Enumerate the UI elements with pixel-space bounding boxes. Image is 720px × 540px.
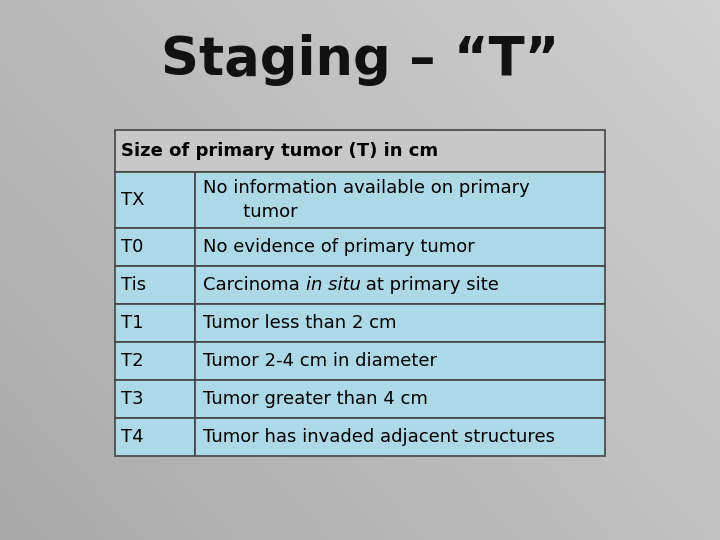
Text: TX: TX — [121, 191, 145, 209]
Bar — [195, 172, 605, 228]
Text: Size of primary tumor (T) in cm: Size of primary tumor (T) in cm — [121, 142, 438, 160]
Text: at primary site: at primary site — [361, 276, 499, 294]
Text: Tumor has invaded adjacent structures: Tumor has invaded adjacent structures — [203, 428, 555, 446]
Text: Staging – “T”: Staging – “T” — [161, 34, 559, 86]
Text: Tumor greater than 4 cm: Tumor greater than 4 cm — [203, 390, 428, 408]
Text: T0: T0 — [121, 238, 143, 256]
Text: Carcinoma: Carcinoma — [203, 276, 305, 294]
Bar — [115, 418, 195, 456]
Text: T4: T4 — [121, 428, 143, 446]
Text: T2: T2 — [121, 352, 143, 370]
Text: No information available on primary
       tumor: No information available on primary tumo… — [203, 179, 530, 221]
Bar — [195, 380, 605, 418]
Bar — [115, 380, 195, 418]
Bar — [195, 418, 605, 456]
Bar — [195, 228, 605, 266]
Bar — [115, 304, 195, 342]
Text: T3: T3 — [121, 390, 143, 408]
Text: Tis: Tis — [121, 276, 146, 294]
Text: No evidence of primary tumor: No evidence of primary tumor — [203, 238, 474, 256]
Text: T1: T1 — [121, 314, 143, 332]
Text: Tumor 2-4 cm in diameter: Tumor 2-4 cm in diameter — [203, 352, 437, 370]
Bar — [115, 228, 195, 266]
Text: Tumor less than 2 cm: Tumor less than 2 cm — [203, 314, 397, 332]
Bar — [115, 266, 195, 304]
Bar — [115, 130, 605, 172]
Bar — [195, 304, 605, 342]
Bar — [195, 266, 605, 304]
Bar — [115, 172, 195, 228]
Bar — [115, 342, 195, 380]
Bar — [195, 342, 605, 380]
Text: in situ: in situ — [305, 276, 361, 294]
